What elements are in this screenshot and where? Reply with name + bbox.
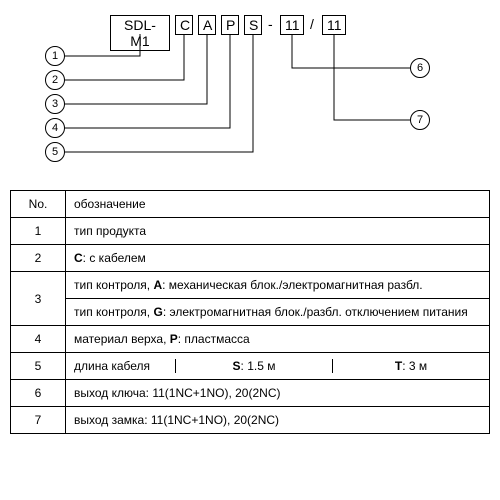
code-box-1: SDL-M1 [110,15,170,51]
table-row: 5 длина кабеля S: 1.5 м T: 3 м [11,353,490,380]
code-box-6: 11 [280,15,304,35]
bubble-6: 6 [410,58,430,78]
table-row: 6 выход ключа: 11(1NC+1NO), 20(2NC) [11,380,490,407]
bubble-3: 3 [45,94,65,114]
bubble-4: 4 [45,118,65,138]
row-num: 3 [11,272,66,326]
cable-length-t: T: 3 м [333,359,489,373]
legend-table: No. обозначение 1 тип продукта 2 C: с ка… [10,190,490,434]
row-num: 4 [11,326,66,353]
table-header-row: No. обозначение [11,191,490,218]
separator-dash: - [268,16,273,32]
row-text: длина кабеля S: 1.5 м T: 3 м [66,353,490,380]
code-box-3: A [198,15,216,35]
row-text: выход замка: 11(1NC+1NO), 20(2NC) [66,407,490,434]
header-label: обозначение [66,191,490,218]
bubble-5: 5 [45,142,65,162]
row-num: 1 [11,218,66,245]
code-box-2: C [175,15,193,35]
bubble-2: 2 [45,70,65,90]
code-box-7: 11 [322,15,346,35]
row-num: 7 [11,407,66,434]
row-text: выход ключа: 11(1NC+1NO), 20(2NC) [66,380,490,407]
table-row: 2 C: с кабелем [11,245,490,272]
code-box-5: S [244,15,262,35]
header-no: No. [11,191,66,218]
cable-length-s: S: 1.5 м [176,359,333,373]
row-num: 5 [11,353,66,380]
row-text: тип контроля, A: механическая блок./элек… [66,272,490,326]
table-row: 3 тип контроля, A: механическая блок./эл… [11,272,490,326]
part-number-diagram: SDL-M1 C A P S - 11 / 11 1 2 3 4 5 6 7 [10,10,490,170]
table-row: 1 тип продукта [11,218,490,245]
row-num: 6 [11,380,66,407]
row-text: C: с кабелем [66,245,490,272]
code-box-4: P [221,15,239,35]
cable-length-label: длина кабеля [66,359,176,373]
separator-slash: / [310,16,314,32]
row-text: материал верха, P: пластмасса [66,326,490,353]
table-row: 7 выход замка: 11(1NC+1NO), 20(2NC) [11,407,490,434]
table-row: 4 материал верха, P: пластмасса [11,326,490,353]
bubble-7: 7 [410,110,430,130]
row-num: 2 [11,245,66,272]
row-text: тип продукта [66,218,490,245]
bubble-1: 1 [45,46,65,66]
